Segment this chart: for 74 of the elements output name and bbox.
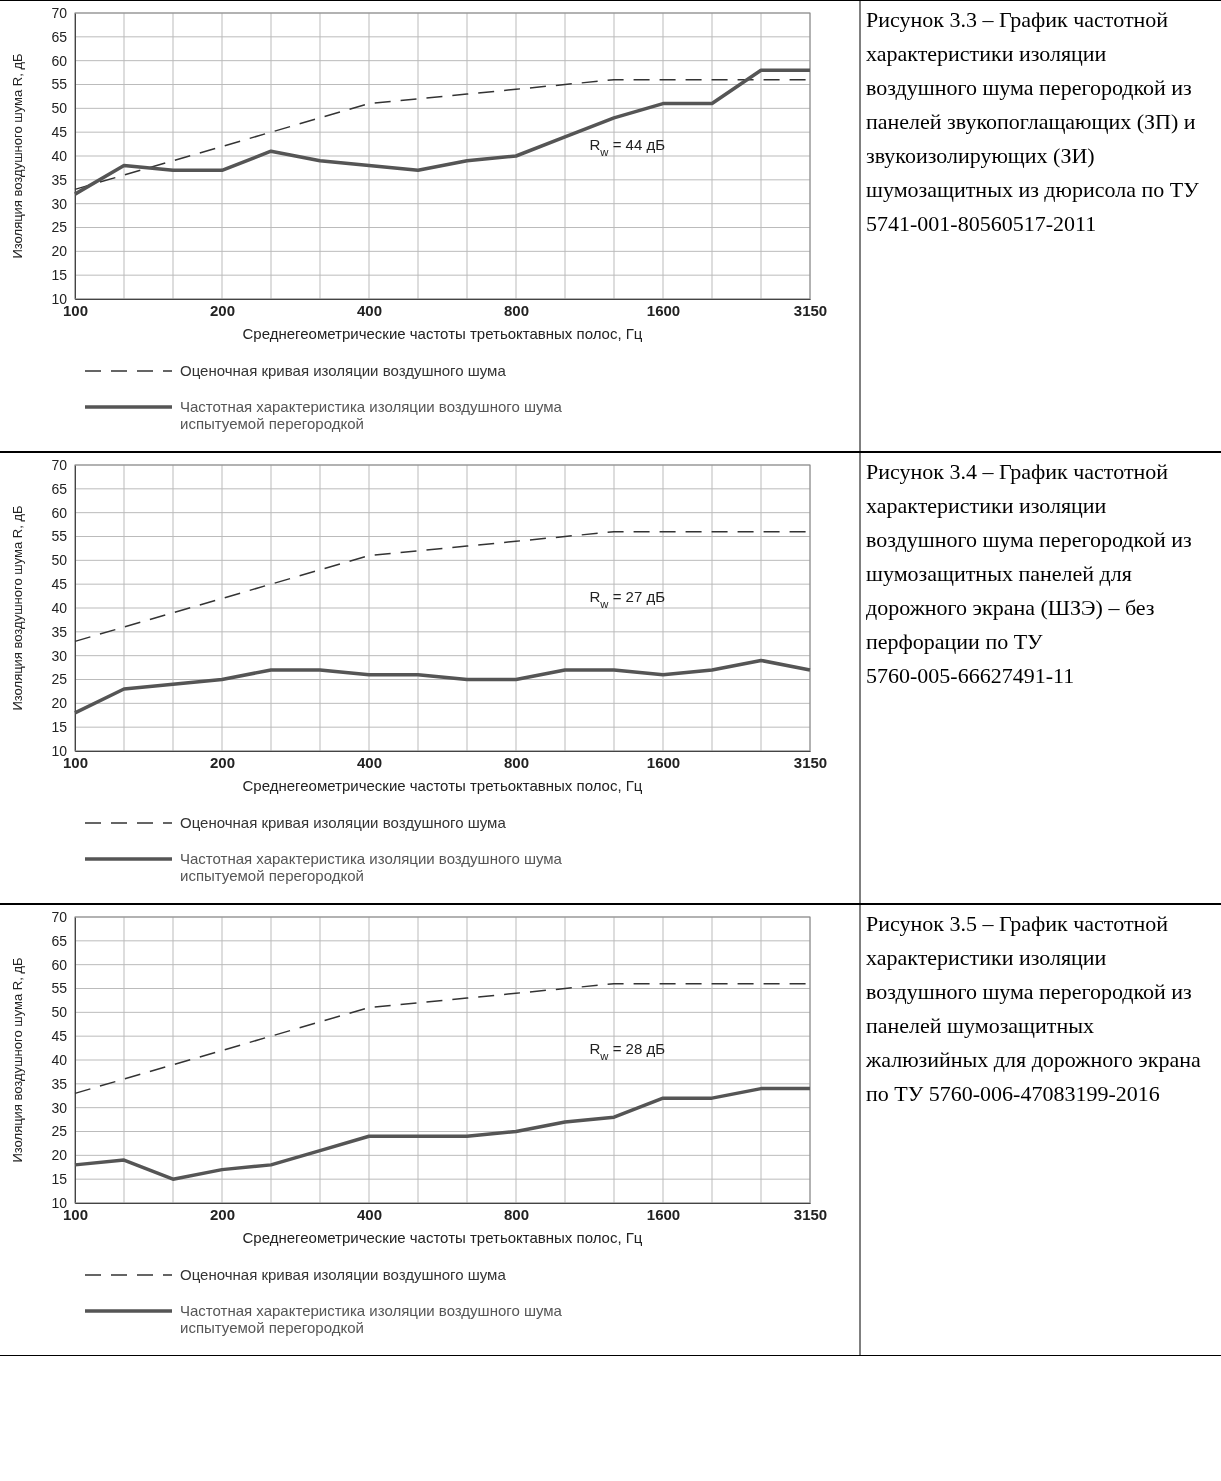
y-tick-label: 40 [51, 1051, 68, 1068]
text: Частотная характеристика изоляции воздушного шума испытуемой перегородкой [180, 1302, 563, 1336]
y-tick-label: 60 [51, 52, 68, 69]
y-tick-label: 20 [51, 695, 68, 712]
y-tick-label: 20 [51, 243, 68, 260]
text: Оценочная кривая изоляции воздушного шума [180, 814, 507, 831]
y-axis-title: Изоляция воздушного шума R, дБ [10, 505, 25, 711]
y-tick-label: 65 [51, 480, 68, 497]
y-tick-label: 60 [51, 956, 68, 973]
y-tick-label: 15 [51, 719, 68, 736]
text: Рисунок 3.5 – График частотной характеристики изоляции воздушного шума перегородкой из панелей шумозащитных жалюзийных для дорожного экрана по ТУ 5760-006-47083199-2016 [865, 911, 1201, 1106]
y-tick-label: 10 [51, 1194, 68, 1211]
x-tick-label: 1600 [646, 301, 681, 319]
y-tick-label: 55 [51, 980, 68, 997]
y-tick-label: 70 [51, 4, 68, 21]
y-tick-label: 45 [51, 124, 68, 141]
x-tick-label: 400 [356, 1205, 383, 1223]
y-tick-label: 15 [51, 1171, 68, 1188]
y-tick-label: 35 [51, 1075, 68, 1092]
text: Оценочная кривая изоляции воздушного шума [180, 362, 507, 379]
y-tick-label: 60 [51, 504, 68, 521]
x-tick-label: 1600 [646, 753, 681, 771]
x-tick-label: 1600 [646, 1205, 681, 1223]
text: Рисунок 3.4 – График частотной характеристики изоляции воздушного шума перегородкой из шумозащитных панелей для дорожного экрана (ШЗЭ) – без перфорации по ТУ 5760-005-66627491-11 [866, 459, 1192, 688]
text: Частотная характеристика изоляции воздушного шума испытуемой перегородкой [180, 850, 563, 884]
x-tick-label: 400 [356, 753, 383, 771]
y-tick-label: 45 [51, 576, 68, 593]
y-tick-label: 50 [51, 552, 68, 569]
line-series [73, 658, 812, 715]
annotation: R$_{w}$ = 28 дБ [589, 1040, 666, 1063]
y-tick-label: 30 [51, 647, 68, 664]
y-axis-title: Изоляция воздушного шума R, дБ [10, 53, 25, 259]
x-tick-label: 3150 [793, 753, 828, 771]
annotation: R$_{w}$ = 44 дБ [589, 136, 666, 159]
y-tick-label: 35 [51, 623, 68, 640]
line-series [73, 1086, 812, 1181]
x-tick-label: 200 [209, 753, 236, 771]
y-tick-label: 55 [51, 76, 68, 93]
y-axis-title: Изоляция воздушного шума R, дБ [10, 957, 25, 1163]
y-tick-label: 15 [51, 267, 68, 284]
y-tick-label: 25 [51, 1123, 68, 1140]
y-tick-label: 20 [51, 1147, 68, 1164]
x-axis-title: Среднегеометрические частоты третьоктавных полос, Гц [242, 325, 643, 342]
y-tick-label: 30 [51, 195, 68, 212]
y-tick-label: 25 [51, 671, 68, 688]
x-tick-label: 800 [503, 301, 530, 319]
y-tick-label: 70 [51, 908, 68, 925]
x-tick-label: 200 [209, 301, 236, 319]
y-tick-label: 40 [51, 147, 68, 164]
x-tick-label: 3150 [793, 1205, 828, 1223]
annotation: R$_{w}$ = 27 дБ [589, 588, 666, 611]
text: Частотная характеристика изоляции воздушного шума испытуемой перегородкой [180, 398, 563, 432]
y-tick-label: 10 [51, 290, 68, 307]
y-tick-label: 45 [51, 1028, 68, 1045]
y-tick-label: 50 [51, 1004, 68, 1021]
y-tick-label: 70 [51, 456, 68, 473]
y-tick-label: 10 [51, 742, 68, 759]
x-tick-label: 400 [356, 301, 383, 319]
y-tick-label: 65 [51, 28, 68, 45]
y-tick-label: 40 [51, 599, 68, 616]
x-tick-label: 800 [503, 753, 530, 771]
x-axis-title: Среднегеометрические частоты третьоктавных полос, Гц [242, 777, 643, 794]
x-tick-label: 800 [503, 1205, 530, 1223]
text: Рисунок 3.3 – График частотной характеристики изоляции воздушного шума перегородкой из панелей звукопоглащающих (ЗП) и звукоизолирующих (ЗИ) шумозащитных из дюрисола по ТУ 5741-001-80560517-2011 [866, 7, 1200, 236]
y-tick-label: 35 [51, 171, 68, 188]
x-tick-label: 200 [209, 1205, 236, 1223]
y-tick-label: 65 [51, 932, 68, 949]
x-axis-title: Среднегеометрические частоты третьоктавных полос, Гц [242, 1229, 643, 1246]
y-tick-label: 25 [51, 219, 68, 236]
y-tick-label: 50 [51, 100, 68, 117]
text: Оценочная кривая изоляции воздушного шума [180, 1266, 507, 1283]
y-tick-label: 55 [51, 528, 68, 545]
y-tick-label: 30 [51, 1099, 68, 1116]
x-tick-label: 3150 [793, 301, 828, 319]
